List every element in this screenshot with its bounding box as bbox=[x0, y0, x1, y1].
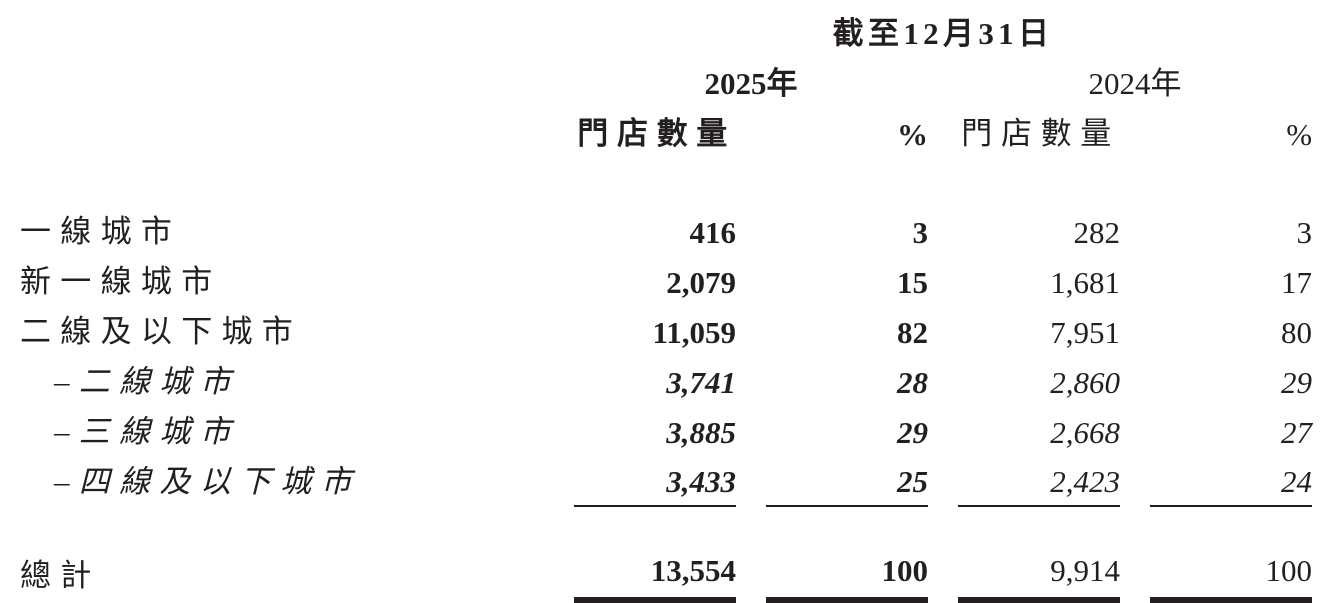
cell-pct-2025: 25 bbox=[766, 456, 928, 507]
header-columns-row: 門店數量 % 門店數量 % bbox=[20, 108, 1312, 158]
cell-pct-2025: 82 bbox=[897, 315, 928, 350]
cell-pct-2024: 80 bbox=[1281, 315, 1313, 350]
cell-pct-2025: 28 bbox=[897, 365, 928, 400]
table-row-new-tier1: 新一線城市 2,079 15 1,681 17 bbox=[20, 256, 1312, 306]
cell-stores-2025: 416 bbox=[689, 215, 737, 250]
table-row-sub-tier4-and-below: –四線及以下城市 3,433 25 2,423 24 bbox=[20, 456, 1313, 507]
table-row-sub-tier2: –二線城市 3,741 28 2,860 29 bbox=[20, 356, 1312, 406]
row-label: 二線及以下城市 bbox=[20, 314, 303, 349]
header-empty bbox=[20, 0, 574, 58]
table-total-row: 總計 13,554 100 9,914 100 bbox=[20, 550, 1313, 603]
table-row-tier2-and-below: 二線及以下城市 11,059 82 7,951 80 bbox=[20, 306, 1312, 356]
cell-stores-2025: 2,079 bbox=[666, 265, 736, 300]
cell-stores-2024: 7,951 bbox=[1050, 315, 1120, 350]
spacer-row bbox=[20, 158, 1312, 206]
row-label: 一線城市 bbox=[20, 214, 182, 249]
row-label: –三線城市 bbox=[54, 414, 240, 449]
header-pct-2025: % bbox=[897, 117, 928, 152]
cell-stores-2025: 3,885 bbox=[666, 415, 736, 450]
cell-pct-2024: 3 bbox=[1296, 215, 1313, 250]
cell-stores-2025: 11,059 bbox=[652, 315, 736, 350]
total-label: 總計 bbox=[20, 558, 101, 593]
header-period-row: 截至12月31日 bbox=[20, 0, 1312, 58]
header-year-2025: 2025年 bbox=[704, 66, 798, 101]
total-pct-2024: 100 bbox=[1150, 550, 1313, 603]
table-row-sub-tier3: –三線城市 3,885 29 2,668 27 bbox=[20, 406, 1312, 456]
cell-pct-2024: 24 bbox=[1150, 456, 1313, 507]
header-year-2024: 2024年 bbox=[1088, 66, 1182, 101]
cell-stores-2024: 2,668 bbox=[1050, 415, 1120, 450]
header-stores-2024: 門店數量 bbox=[961, 116, 1120, 151]
cell-stores-2024: 282 bbox=[1073, 215, 1121, 250]
cell-pct-2025: 29 bbox=[897, 415, 928, 450]
cell-pct-2025: 3 bbox=[912, 215, 929, 250]
header-years-row: 2025年 2024年 bbox=[20, 58, 1312, 108]
cell-stores-2025: 3,433 bbox=[574, 456, 736, 507]
cell-pct-2024: 29 bbox=[1281, 365, 1313, 400]
header-stores-2025: 門店數量 bbox=[577, 116, 736, 151]
table-row-tier1: 一線城市 416 3 282 3 bbox=[20, 206, 1312, 256]
city-tier-store-table: 截至12月31日 2025年 2024年 門店數量 % 門店數量 % 一線城市 … bbox=[20, 0, 1313, 603]
total-pct-2025: 100 bbox=[766, 550, 928, 603]
total-stores-2024: 9,914 bbox=[958, 550, 1120, 603]
cell-stores-2024: 2,860 bbox=[1050, 365, 1120, 400]
cell-pct-2025: 15 bbox=[897, 265, 928, 300]
cell-stores-2024: 2,423 bbox=[958, 456, 1120, 507]
row-label: –四線及以下城市 bbox=[54, 464, 361, 499]
row-label: –二線城市 bbox=[54, 364, 240, 399]
cell-pct-2024: 17 bbox=[1281, 265, 1313, 300]
header-pct-2024: % bbox=[1286, 117, 1313, 152]
row-label: 新一線城市 bbox=[20, 264, 222, 299]
cell-pct-2024: 27 bbox=[1281, 415, 1313, 450]
spacer-row bbox=[20, 506, 1312, 550]
header-period: 截至12月31日 bbox=[832, 16, 1054, 51]
total-stores-2025: 13,554 bbox=[574, 550, 736, 603]
cell-stores-2025: 3,741 bbox=[666, 365, 736, 400]
cell-stores-2024: 1,681 bbox=[1050, 265, 1120, 300]
